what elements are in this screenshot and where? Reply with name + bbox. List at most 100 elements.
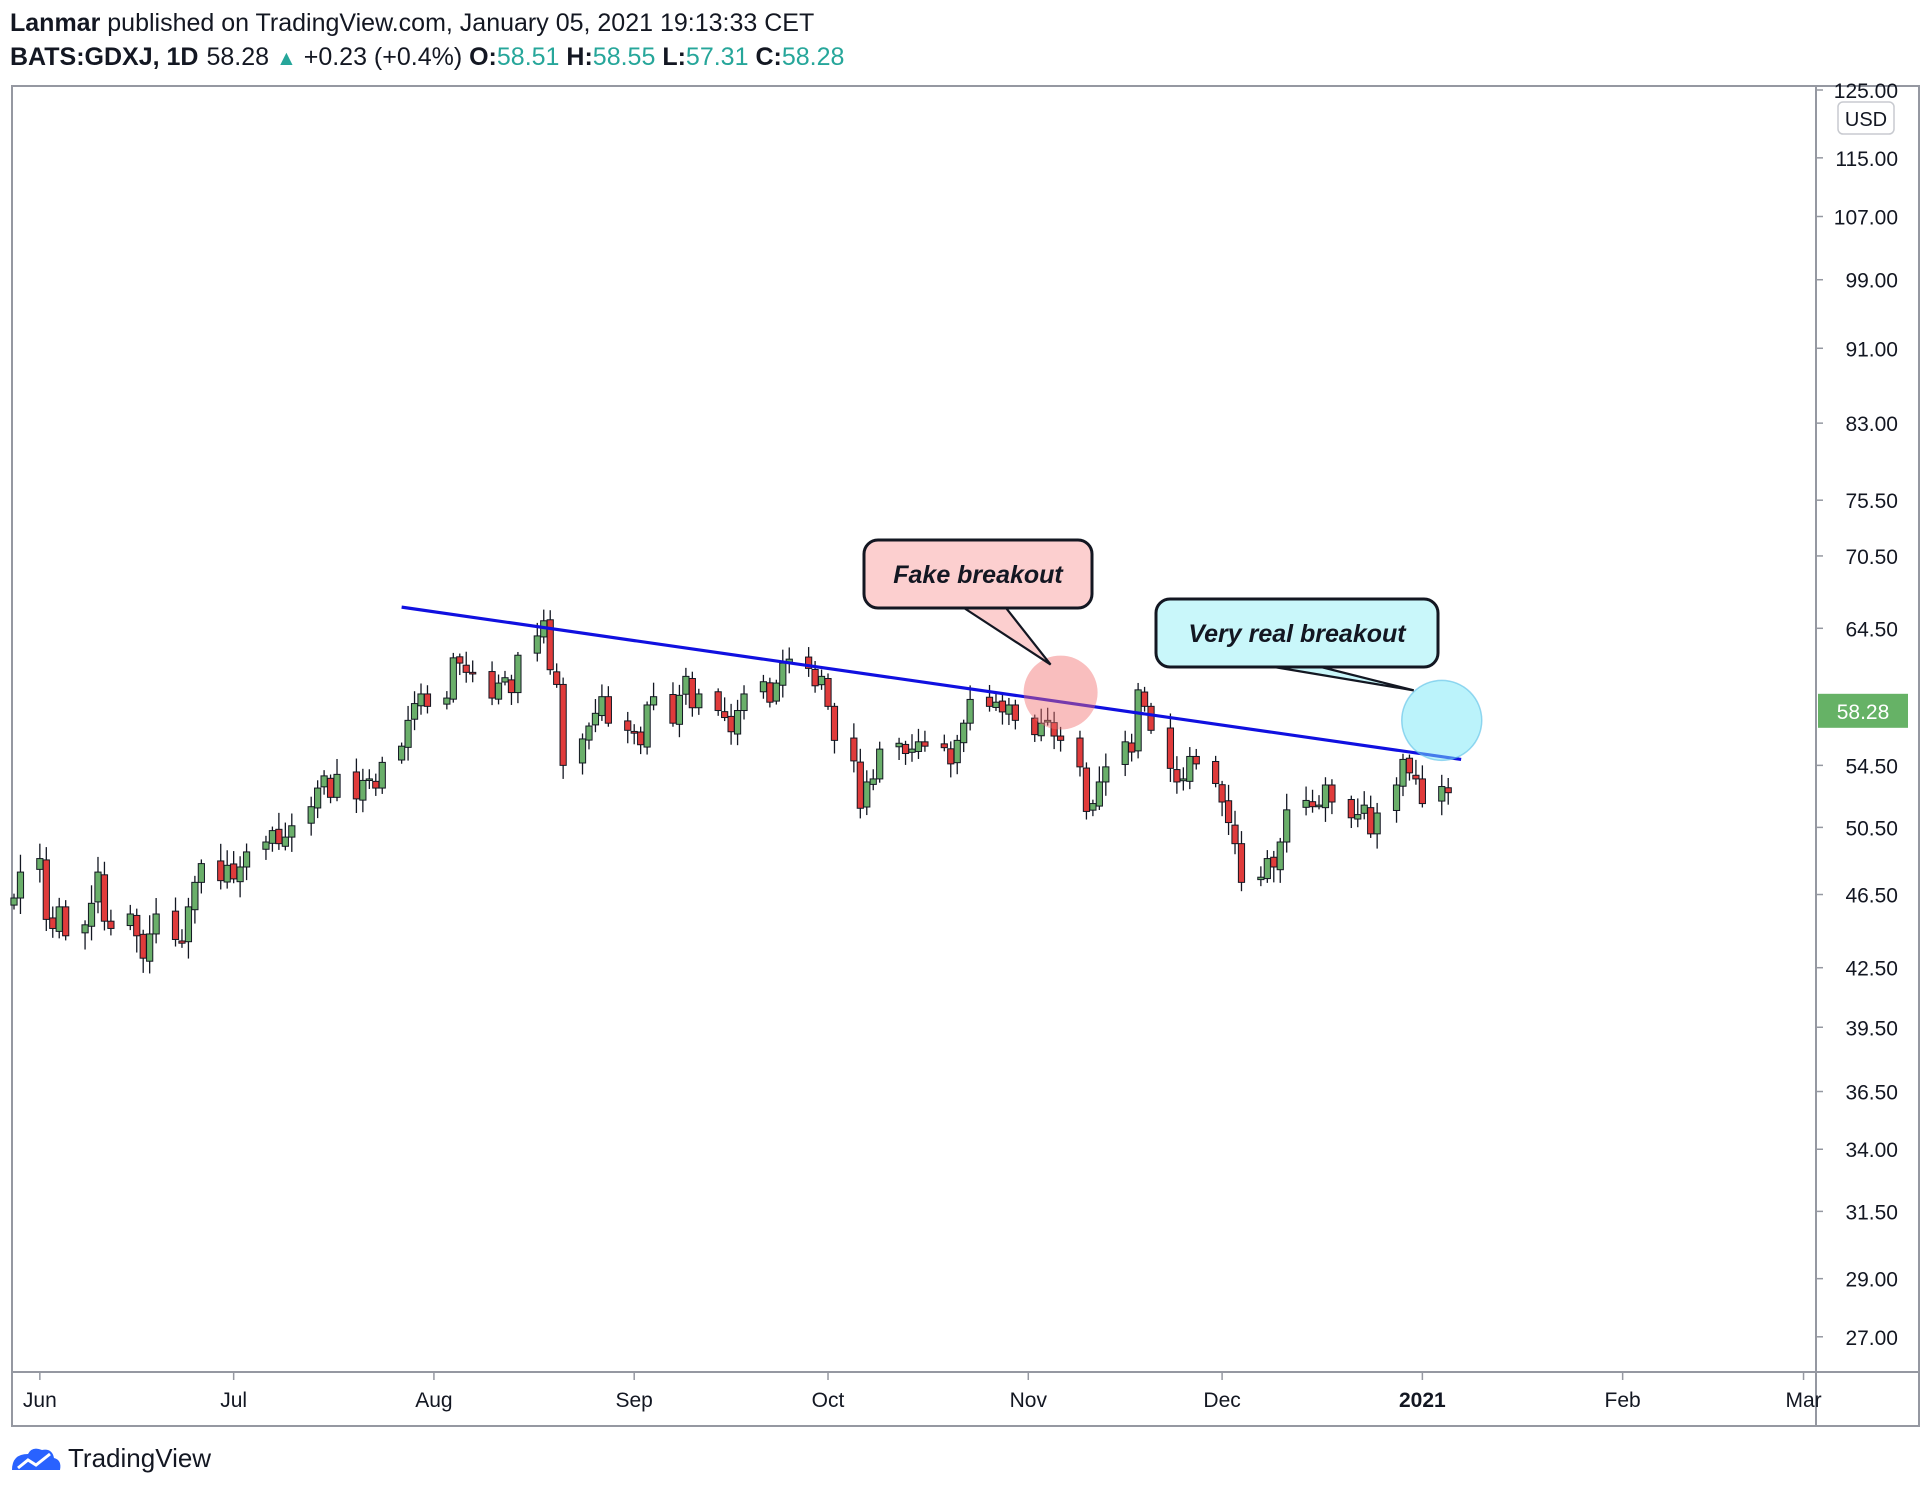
candle[interactable] <box>217 843 225 890</box>
candle[interactable] <box>895 737 903 761</box>
candle[interactable] <box>281 822 289 851</box>
candle[interactable] <box>1005 697 1013 726</box>
currency-badge[interactable]: USD <box>1837 101 1895 135</box>
candle[interactable] <box>126 904 134 931</box>
candle[interactable] <box>236 856 244 898</box>
candle[interactable] <box>533 622 541 662</box>
symbol-interval[interactable]: BATS:GDXJ, 1D <box>10 43 199 71</box>
candle[interactable] <box>514 651 522 704</box>
candle[interactable] <box>1224 784 1233 835</box>
candle[interactable] <box>507 674 516 705</box>
candle[interactable] <box>146 915 154 974</box>
candle[interactable] <box>863 770 871 816</box>
candle[interactable] <box>1212 755 1220 788</box>
candle[interactable] <box>49 906 57 938</box>
drawings[interactable]: Fake breakout Very real breakout <box>401 538 1483 762</box>
candle[interactable] <box>591 699 600 733</box>
candle[interactable] <box>721 697 729 722</box>
candle[interactable] <box>1237 831 1246 892</box>
candle[interactable] <box>191 875 199 924</box>
candle[interactable] <box>100 861 109 931</box>
candle[interactable] <box>326 774 335 804</box>
candle[interactable] <box>462 651 470 683</box>
tradingview-logo[interactable]: TradingView <box>10 1443 211 1474</box>
candle[interactable] <box>320 770 328 795</box>
candle[interactable] <box>908 734 916 762</box>
candle[interactable] <box>423 685 432 714</box>
candle[interactable] <box>152 898 160 944</box>
candle[interactable] <box>1231 810 1239 855</box>
candle[interactable] <box>1405 754 1414 781</box>
candle[interactable] <box>695 688 703 715</box>
candle[interactable] <box>740 685 748 720</box>
candle[interactable] <box>940 734 948 752</box>
candle[interactable] <box>1418 765 1426 808</box>
candle[interactable] <box>876 741 884 783</box>
candle[interactable] <box>1056 726 1065 752</box>
candle[interactable] <box>55 897 63 939</box>
candle[interactable] <box>1373 802 1381 849</box>
candle[interactable] <box>1082 762 1091 820</box>
candle[interactable] <box>960 719 968 753</box>
candle[interactable] <box>404 705 412 761</box>
candle[interactable] <box>1192 748 1200 770</box>
candles[interactable] <box>10 609 1452 974</box>
candle[interactable] <box>1283 793 1291 853</box>
candle[interactable] <box>494 674 503 705</box>
candle[interactable] <box>766 677 774 708</box>
candle[interactable] <box>1276 837 1284 883</box>
candle[interactable] <box>1134 682 1142 759</box>
candle[interactable] <box>1444 778 1452 805</box>
candle[interactable] <box>1367 795 1375 838</box>
candle[interactable] <box>688 671 696 717</box>
candle[interactable] <box>817 669 826 690</box>
candle[interactable] <box>398 742 406 764</box>
candle[interactable] <box>772 679 780 705</box>
price-axis[interactable]: 125.00 115.00 107.00 99.00 91.00 83.00 75.50 70… <box>1816 80 1908 1350</box>
candle[interactable] <box>1128 733 1136 762</box>
candle[interactable] <box>417 683 425 715</box>
candle[interactable] <box>197 859 205 894</box>
candle[interactable] <box>604 686 612 727</box>
candle[interactable] <box>1438 774 1446 816</box>
candle[interactable] <box>314 780 322 819</box>
candle[interactable] <box>488 661 496 706</box>
candle[interactable] <box>669 682 677 727</box>
candle[interactable] <box>546 610 554 675</box>
candle[interactable] <box>1270 850 1278 883</box>
candle[interactable] <box>1412 759 1420 785</box>
candle[interactable] <box>1011 699 1019 730</box>
candle[interactable] <box>81 920 89 950</box>
candle[interactable] <box>985 684 994 712</box>
candle[interactable] <box>947 741 955 778</box>
candle[interactable] <box>585 722 593 750</box>
candle[interactable] <box>624 711 632 744</box>
candle[interactable] <box>10 893 18 910</box>
candle[interactable] <box>824 673 832 710</box>
candle[interactable] <box>1147 702 1155 734</box>
candle[interactable] <box>1315 795 1323 810</box>
candle[interactable] <box>682 667 690 705</box>
candle[interactable] <box>901 740 910 765</box>
candle[interactable] <box>378 756 386 794</box>
candle[interactable] <box>1392 777 1401 823</box>
candle[interactable] <box>1173 756 1181 794</box>
candle[interactable] <box>443 691 451 710</box>
candle[interactable] <box>359 768 367 813</box>
candle[interactable] <box>333 758 341 802</box>
candle[interactable] <box>275 812 283 850</box>
candle[interactable] <box>184 897 193 959</box>
candle[interactable] <box>307 796 315 836</box>
candle[interactable] <box>553 663 561 688</box>
candle[interactable] <box>921 730 929 752</box>
candle[interactable] <box>1263 850 1271 883</box>
candle[interactable] <box>637 726 645 755</box>
candle[interactable] <box>94 856 102 914</box>
candle[interactable] <box>850 723 858 773</box>
candle[interactable] <box>1308 789 1317 813</box>
candle[interactable] <box>1354 798 1362 828</box>
candle[interactable] <box>62 900 70 941</box>
candle[interactable] <box>805 647 813 677</box>
candle[interactable] <box>1360 791 1368 820</box>
candle[interactable] <box>456 653 464 676</box>
